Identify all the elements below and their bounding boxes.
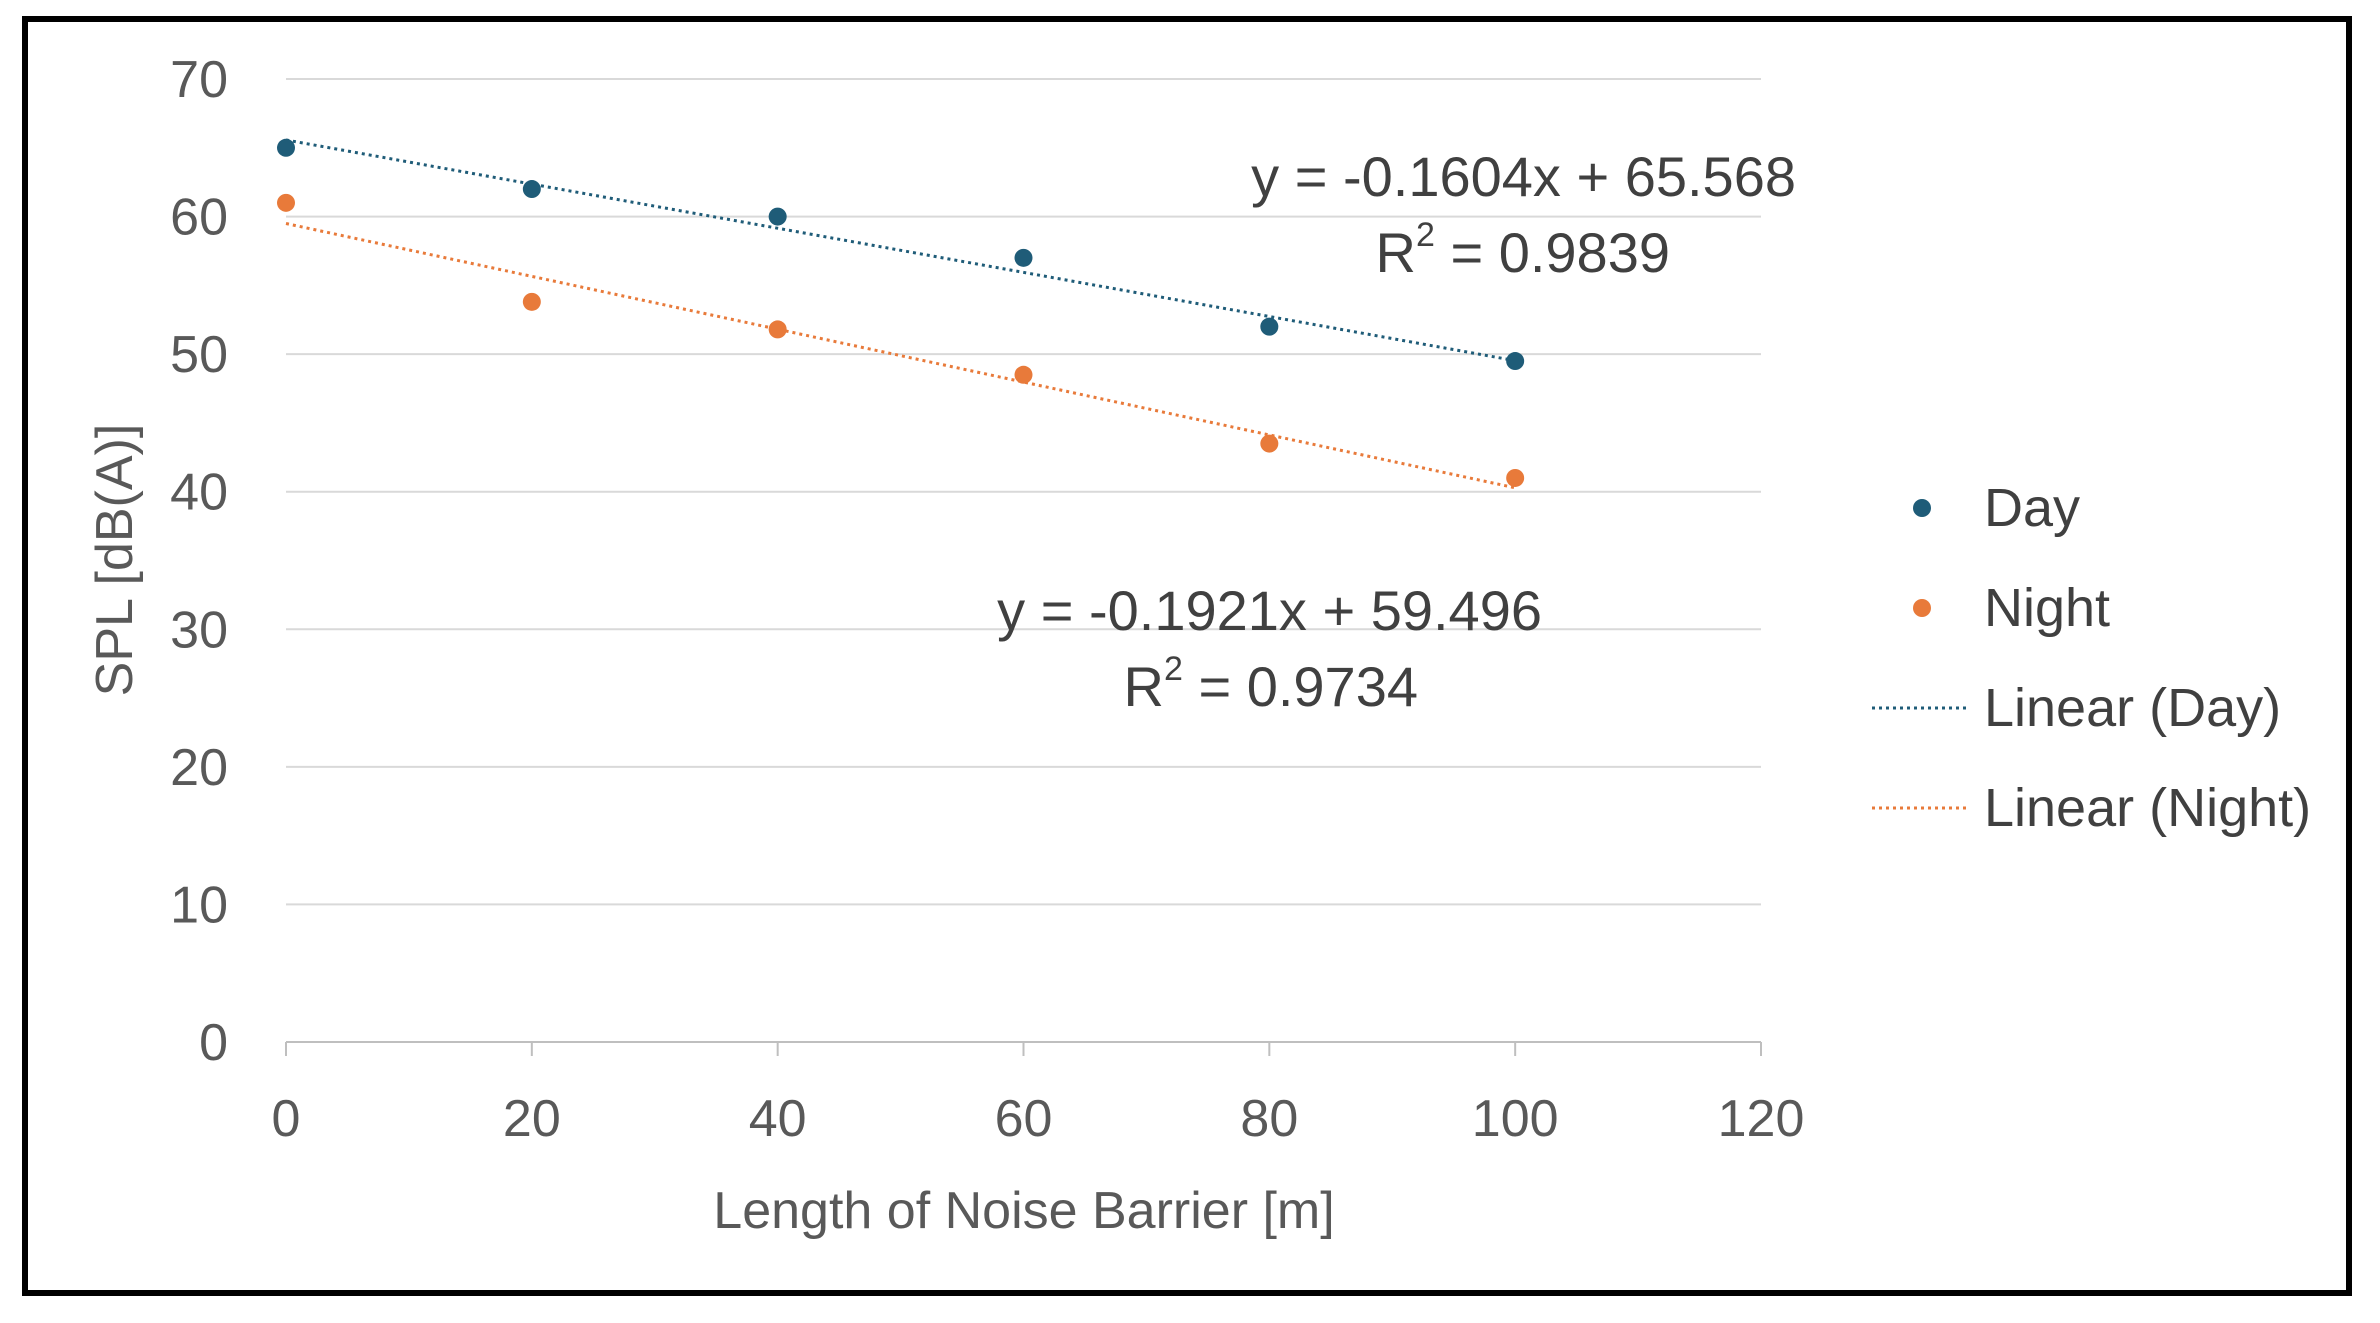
- y-tick-30: 30: [170, 601, 228, 659]
- day-r-squared-prefix: R: [1376, 221, 1416, 284]
- x-tick-100: 100: [1472, 1090, 1559, 1148]
- night-point-100: [1506, 468, 1525, 487]
- legend-day-label: Day: [1984, 478, 2080, 538]
- day-r-squared-value: = 0.9839: [1435, 221, 1670, 284]
- legend-linear-day-label: Linear (Day): [1984, 678, 2281, 738]
- y-tick-70: 70: [170, 51, 228, 109]
- chart-frame: [22, 16, 2352, 1296]
- night-equation: y = -0.1921x + 59.496: [997, 579, 1542, 642]
- trendline-day: [285, 138, 1516, 363]
- x-tick-80: 80: [1240, 1090, 1298, 1148]
- y-tick-0: 0: [199, 1014, 228, 1072]
- y-tick-40: 40: [170, 464, 228, 522]
- night-point-80: [1260, 434, 1279, 453]
- x-tick-20: 20: [503, 1090, 561, 1148]
- day-point-60: [1014, 248, 1033, 267]
- y-tick-50: 50: [170, 326, 228, 384]
- day-point-20: [522, 180, 541, 199]
- x-tick-labels: 0 20 40 60 80 100 120: [272, 1090, 1805, 1148]
- gridlines: [285, 78, 1762, 1056]
- y-tick-60: 60: [170, 189, 228, 247]
- night-point-20: [522, 292, 541, 311]
- y-tick-20: 20: [170, 739, 228, 797]
- day-point-100: [1506, 352, 1525, 371]
- trendlines: [285, 138, 1516, 490]
- night-r-squared-prefix: R: [1124, 655, 1164, 718]
- legend-linear-night-label: Linear (Night): [1984, 778, 2311, 838]
- x-tick-0: 0: [272, 1090, 301, 1148]
- day-r-squared: R2 = 0.9839: [1376, 216, 1670, 284]
- day-point-80: [1260, 317, 1279, 336]
- legend-night-label: Night: [1984, 578, 2110, 638]
- x-axis-title: Length of Noise Barrier [m]: [713, 1182, 1334, 1240]
- legend-night-marker: [1913, 599, 1931, 617]
- y-tick-10: 10: [170, 876, 228, 934]
- day-r-squared-sup: 2: [1416, 216, 1435, 254]
- legend-day-marker: [1913, 499, 1931, 517]
- day-point-0: [277, 138, 295, 157]
- x-tick-120: 120: [1718, 1090, 1805, 1148]
- trendline-night: [285, 222, 1516, 490]
- night-point-0: [277, 193, 295, 212]
- y-axis-title: SPL [dB(A)]: [86, 424, 144, 697]
- night-equation-label: y = -0.1921x + 59.496 R2 = 0.9734: [997, 579, 1542, 718]
- day-point-40: [768, 207, 787, 226]
- day-equation-label: y = -0.1604x + 65.568 R2 = 0.9839: [1251, 145, 1796, 284]
- night-r-squared-value: = 0.9734: [1183, 655, 1418, 718]
- night-r-squared: R2 = 0.9734: [1124, 650, 1418, 718]
- night-r-squared-sup: 2: [1164, 650, 1183, 688]
- night-point-60: [1014, 365, 1033, 384]
- legend: Day Night Linear (Day) Linear (Night): [1872, 478, 2311, 838]
- data-points: [277, 138, 1525, 487]
- y-tick-labels: 0 10 20 30 40 50 60 70: [170, 51, 228, 1072]
- night-point-40: [768, 320, 787, 339]
- x-tick-40: 40: [749, 1090, 807, 1148]
- day-equation: y = -0.1604x + 65.568: [1251, 145, 1796, 208]
- x-tick-60: 60: [995, 1090, 1053, 1148]
